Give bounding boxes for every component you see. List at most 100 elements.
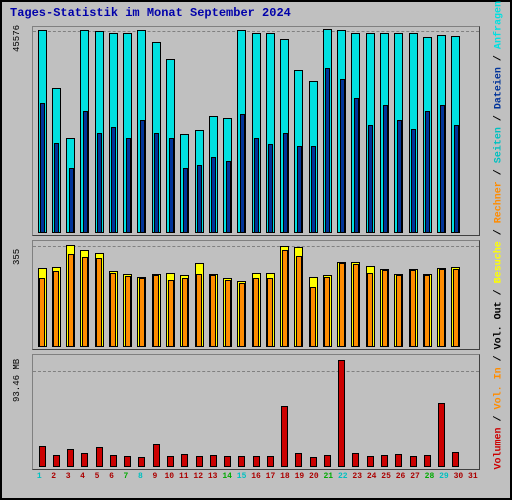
- day-col: [64, 29, 78, 233]
- x-tick: 30: [451, 472, 465, 486]
- x-tick: 22: [336, 472, 350, 486]
- bar-rechner: [182, 278, 188, 347]
- bar-rechner: [139, 278, 145, 347]
- plot-area: [32, 26, 480, 470]
- day-col: [163, 29, 177, 233]
- day-col: [278, 29, 292, 233]
- x-tick: 28: [422, 472, 436, 486]
- bar-volumen: [167, 456, 174, 467]
- bar-rechner: [424, 275, 430, 347]
- bar-volumen: [96, 447, 103, 467]
- day-col: [235, 357, 249, 467]
- bar-dateien: [197, 165, 202, 233]
- legend: Volumen / Vol. In / Vol. Out / Besuche /…: [492, 26, 506, 470]
- x-axis: 1234567891011121314151617181920212223242…: [32, 472, 480, 486]
- bar-rechner: [210, 275, 216, 347]
- x-tick: 5: [90, 472, 104, 486]
- bar-volumen: [181, 454, 188, 467]
- day-col: [406, 243, 420, 347]
- day-col: [235, 243, 249, 347]
- bar-rechner: [96, 258, 102, 347]
- day-col: [92, 243, 106, 347]
- bar-dateien: [454, 125, 459, 234]
- day-col: [463, 29, 477, 233]
- day-col: [149, 243, 163, 347]
- day-col: [178, 357, 192, 467]
- day-col: [149, 29, 163, 233]
- x-tick: 23: [350, 472, 364, 486]
- day-col: [463, 357, 477, 467]
- x-tick: 12: [191, 472, 205, 486]
- day-col: [121, 243, 135, 347]
- bar-dateien: [169, 138, 174, 233]
- bar-volumen: [110, 455, 117, 467]
- day-col: [206, 29, 220, 233]
- day-col: [449, 243, 463, 347]
- day-col: [320, 357, 334, 467]
- bar-volumen: [39, 446, 46, 467]
- bar-volumen: [338, 360, 345, 467]
- bar-dateien: [397, 120, 402, 233]
- bar-rechner: [82, 257, 88, 347]
- bar-dateien: [183, 168, 188, 233]
- bar-rechner: [324, 277, 330, 347]
- bar-volumen: [210, 455, 217, 467]
- day-col: [434, 243, 448, 347]
- bar-dateien: [440, 105, 445, 233]
- panel-volume: [32, 354, 480, 470]
- day-col: [263, 29, 277, 233]
- bar-rechner: [382, 270, 388, 347]
- day-col: [292, 29, 306, 233]
- day-col: [292, 243, 306, 347]
- day-col: [92, 29, 106, 233]
- bar-volumen: [352, 453, 359, 467]
- bar-volumen: [424, 455, 431, 467]
- day-col: [163, 357, 177, 467]
- bar-rechner: [110, 273, 116, 347]
- day-col: [449, 29, 463, 233]
- bar-volumen: [324, 455, 331, 467]
- x-tick: 4: [75, 472, 89, 486]
- day-col: [249, 357, 263, 467]
- x-tick: 14: [220, 472, 234, 486]
- bar-dateien: [283, 133, 288, 233]
- bar-volumen: [53, 455, 60, 467]
- day-col: [249, 243, 263, 347]
- bar-dateien: [111, 127, 116, 233]
- day-col: [220, 243, 234, 347]
- day-col: [335, 243, 349, 347]
- bar-volumen: [196, 456, 203, 467]
- bar-dateien: [140, 120, 145, 233]
- x-tick: 25: [379, 472, 393, 486]
- bar-rechner: [410, 270, 416, 347]
- day-col: [434, 357, 448, 467]
- bar-dateien: [240, 114, 245, 233]
- bar-volumen: [267, 456, 274, 467]
- day-col: [306, 357, 320, 467]
- bar-rechner: [282, 250, 288, 347]
- bar-rechner: [196, 274, 202, 347]
- bar-dateien: [368, 125, 373, 234]
- day-col: [463, 243, 477, 347]
- bar-rechner: [353, 264, 359, 347]
- day-col: [335, 29, 349, 233]
- day-col: [192, 357, 206, 467]
- bar-rechner: [339, 263, 345, 347]
- day-col: [377, 29, 391, 233]
- day-col: [406, 357, 420, 467]
- day-col: [278, 243, 292, 347]
- day-col: [392, 243, 406, 347]
- bar-rechner: [168, 280, 174, 347]
- x-tick: 11: [177, 472, 191, 486]
- bar-rechner: [68, 254, 74, 347]
- day-col: [49, 243, 63, 347]
- bar-dateien: [297, 146, 302, 233]
- day-col: [121, 357, 135, 467]
- bar-dateien: [254, 138, 259, 233]
- bar-rechner: [239, 283, 245, 347]
- x-tick: 7: [119, 472, 133, 486]
- day-col: [377, 243, 391, 347]
- day-col: [206, 243, 220, 347]
- day-col: [420, 29, 434, 233]
- day-col: [306, 243, 320, 347]
